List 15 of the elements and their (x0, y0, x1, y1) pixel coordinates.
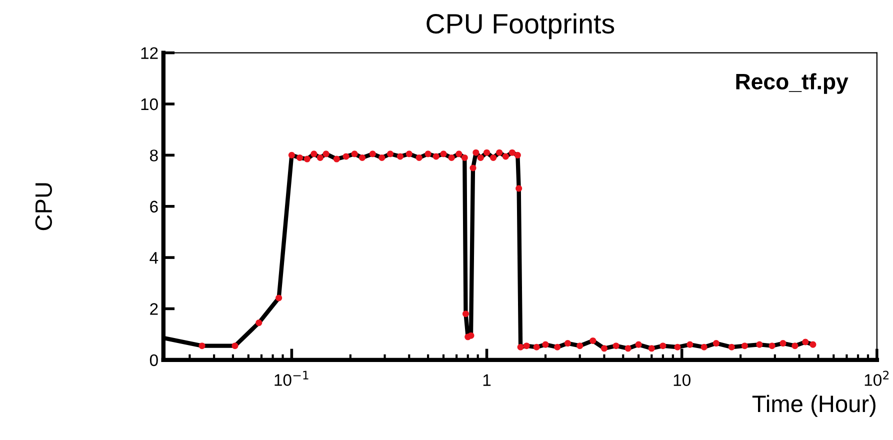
y-tick-label: 12 (141, 47, 158, 59)
x-tick-label: 10 (674, 374, 690, 386)
x-tick-label: 1 (483, 374, 491, 386)
y-tick-label: 4 (150, 252, 158, 264)
y-tick-label: 0 (150, 354, 158, 366)
x-tick-label: 10$^{2}$ (864, 370, 889, 386)
y-tick-label: 8 (150, 150, 158, 162)
chart-title: CPU Footprints (426, 13, 614, 40)
y-axis-title: CPU (35, 183, 52, 230)
x-axis-title: Time (Hour) (752, 394, 876, 417)
y-tick-label: 10 (141, 98, 158, 110)
y-tick-label: 2 (150, 303, 158, 315)
y-tick-label: 6 (150, 200, 158, 213)
x-tick-label: 10$^{−1}$ (274, 370, 308, 386)
annotation: Reco_tf.py (736, 73, 848, 94)
